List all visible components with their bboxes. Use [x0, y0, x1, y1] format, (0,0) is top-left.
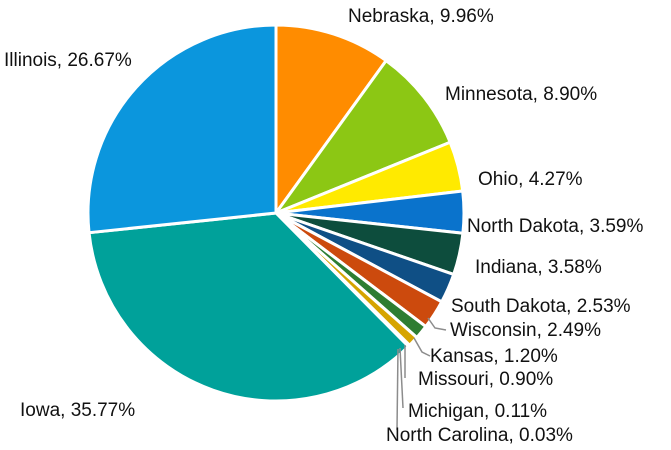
slice-label-iowa: Iowa, 35.77% [20, 400, 135, 421]
leader-line-kansas [413, 337, 431, 357]
leader-line-wisconsin [427, 317, 447, 331]
slice-label-michigan: Michigan, 0.11% [408, 401, 547, 422]
pie-slice-illinois [86, 23, 278, 235]
slice-label-wisconsin: Wisconsin, 2.49% [450, 320, 601, 341]
pie-slice-iowa [87, 211, 410, 403]
pie-slice-minnesota [274, 59, 452, 215]
leader-line-north-carolina [396, 348, 399, 431]
slice-label-illinois: Illinois, 26.67% [4, 50, 132, 71]
slice-label-indiana: Indiana, 3.58% [475, 257, 602, 278]
slice-label-missouri: Missouri, 0.90% [418, 369, 553, 390]
slice-label-north-dakota: North Dakota, 3.59% [467, 216, 643, 237]
pie-slices [86, 23, 466, 403]
slice-label-minnesota: Minnesota, 8.90% [445, 84, 597, 105]
slice-label-north-carolina: North Carolina, 0.03% [386, 425, 573, 446]
slice-label-nebraska: Nebraska, 9.96% [348, 6, 494, 27]
pie-slice-nebraska [274, 23, 388, 215]
leader-lines [396, 317, 447, 431]
slice-label-kansas: Kansas, 1.20% [430, 346, 558, 367]
slice-label-ohio: Ohio, 4.27% [478, 169, 583, 190]
slice-label-south-dakota: South Dakota, 2.53% [451, 296, 631, 317]
leader-line-michigan [399, 347, 404, 409]
slice-labels: Nebraska, 9.96% Minnesota, 8.90% Ohio, 4.2… [4, 6, 643, 446]
